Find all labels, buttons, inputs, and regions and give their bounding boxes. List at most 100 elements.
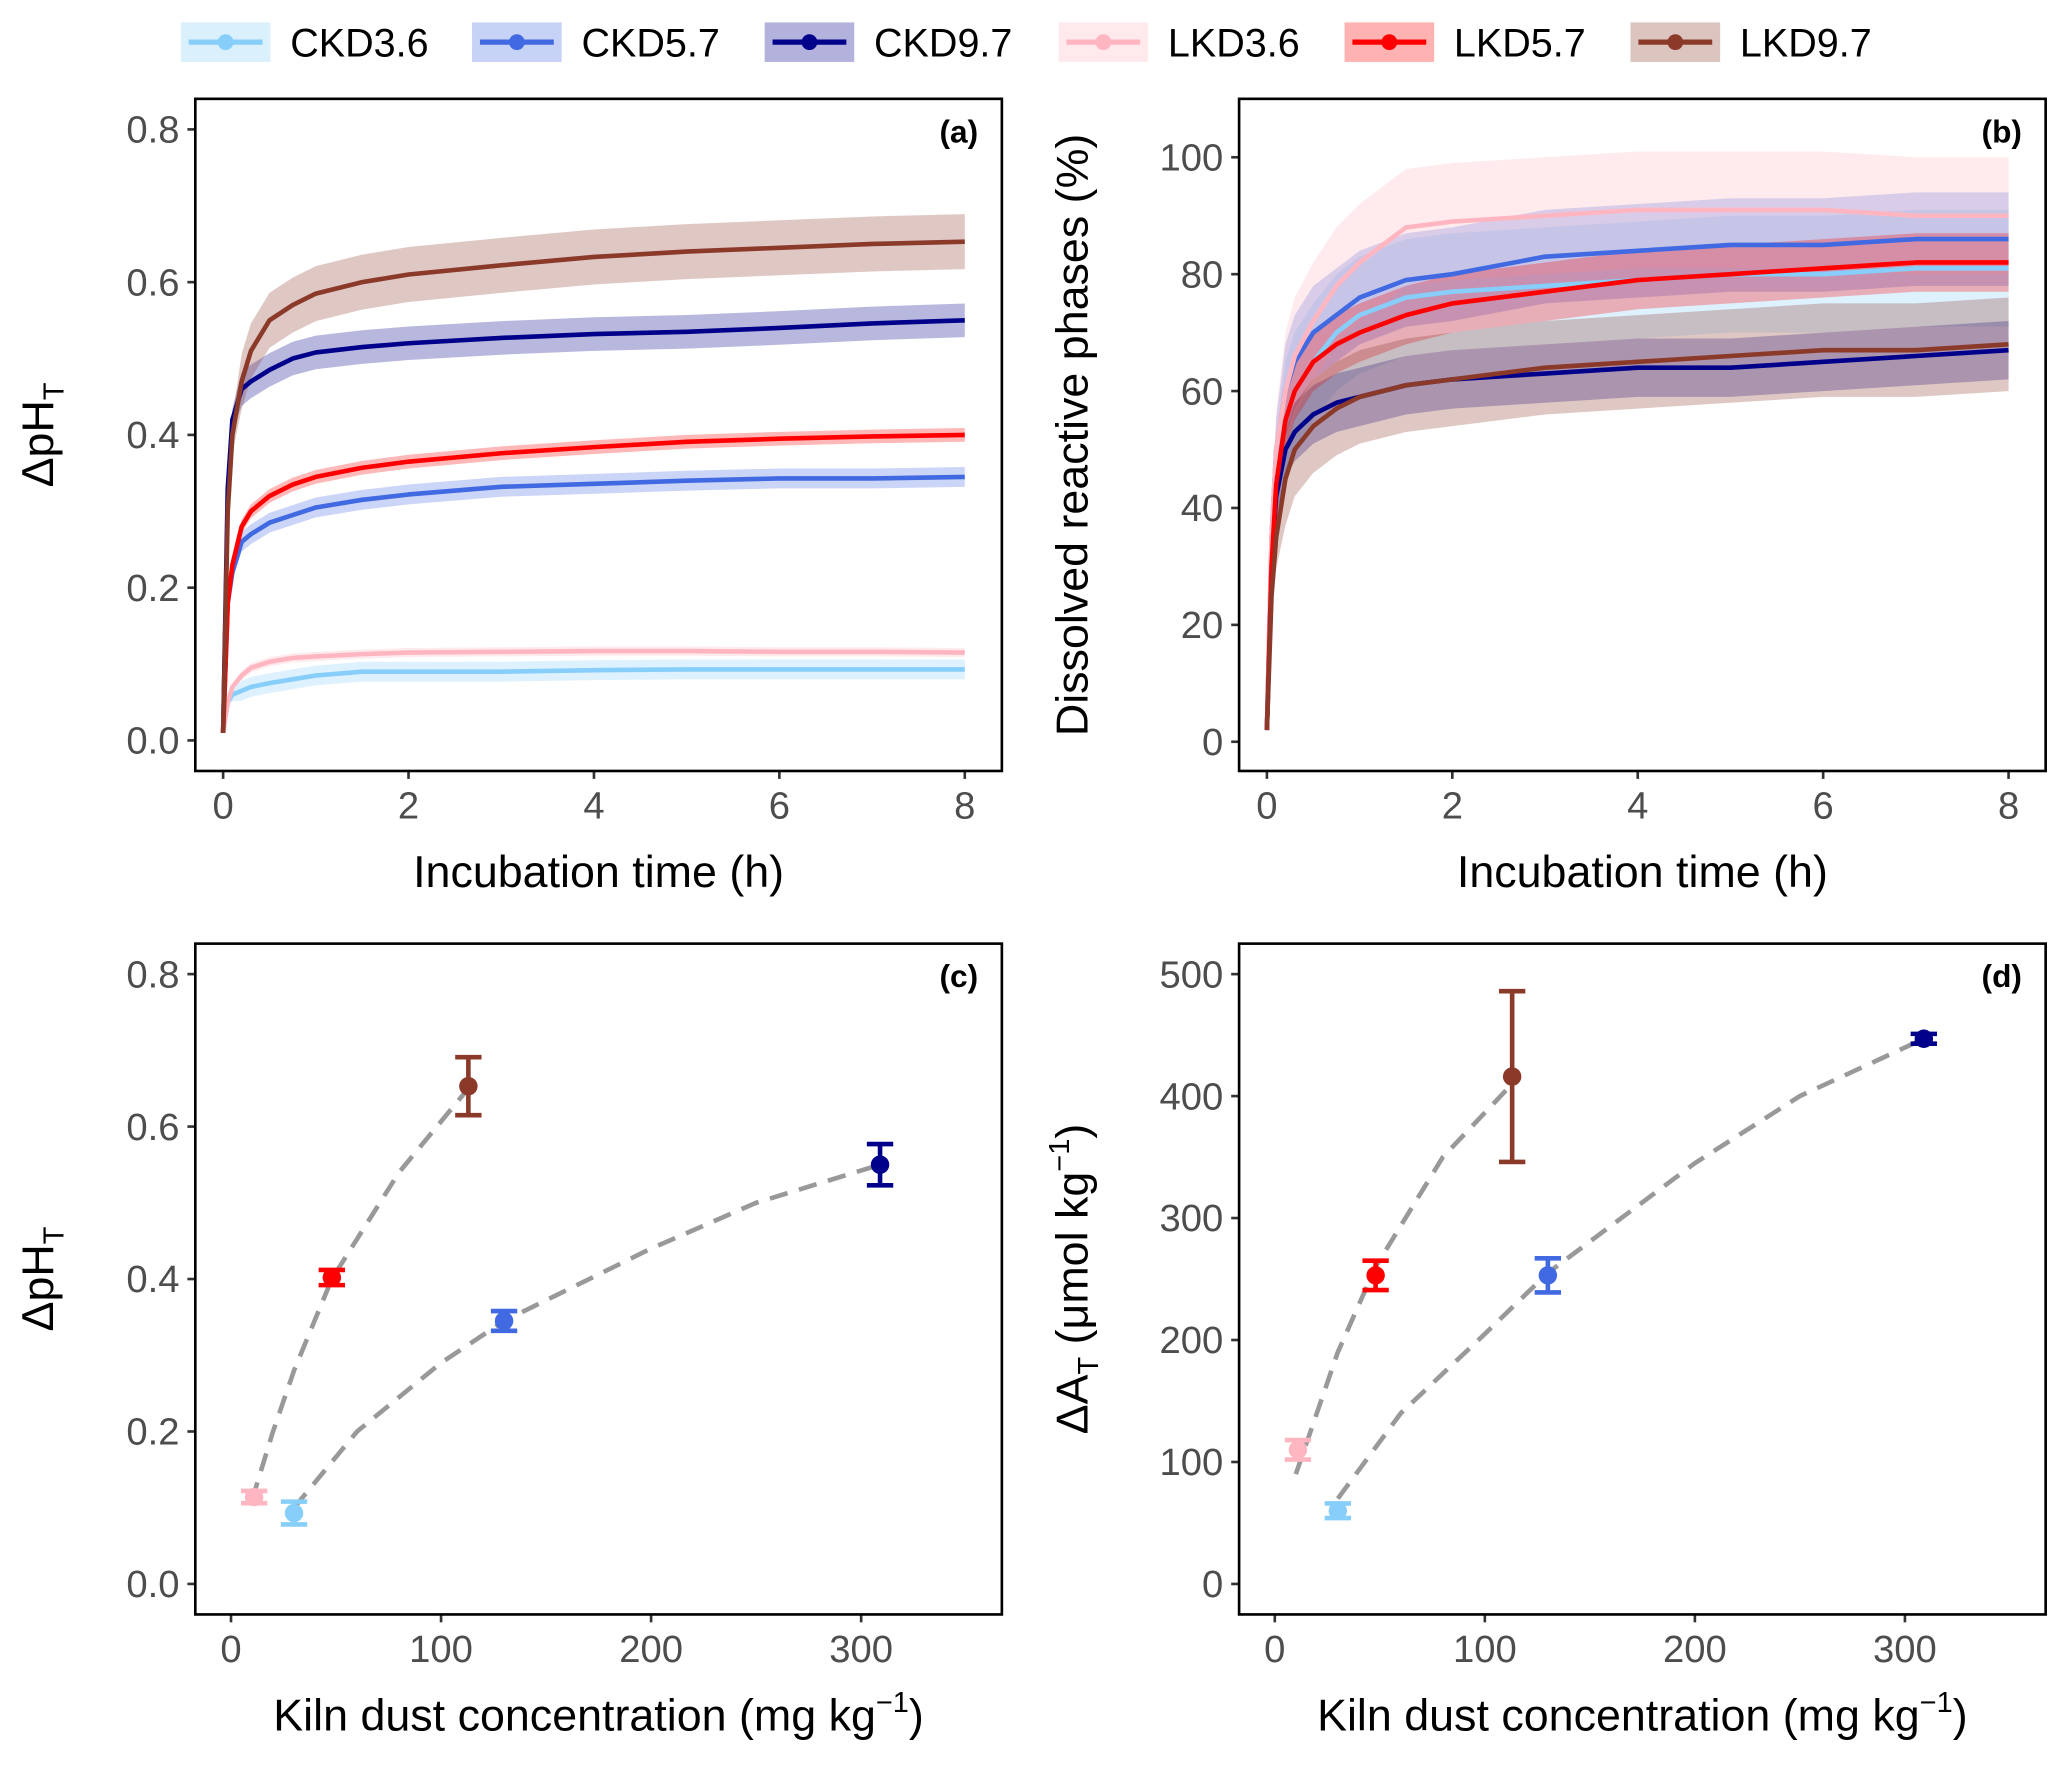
legend-item-lkd36: LKD3.6 bbox=[1058, 22, 1300, 66]
band-CKD9.7 bbox=[1266, 320, 2009, 731]
series-line-LKD5.7 bbox=[1264, 260, 2009, 731]
fit-line bbox=[249, 1086, 471, 1501]
y-title-sup: −1 bbox=[1044, 1139, 1076, 1172]
data-point-CKD5.7 bbox=[490, 1308, 518, 1334]
y-tick-label: 20 bbox=[1181, 604, 1224, 647]
x-tick-label: 0 bbox=[1264, 1628, 1285, 1671]
legend-key-dot bbox=[508, 34, 525, 51]
y-title-text: ΔA bbox=[1048, 1374, 1098, 1434]
y-title-tail: (μmol kg bbox=[1048, 1172, 1098, 1357]
legend-item-ckd97: CKD9.7 bbox=[764, 22, 1012, 66]
y-tick-label: 100 bbox=[1160, 1441, 1224, 1484]
series-line-CKD3.6 bbox=[220, 667, 965, 734]
x-tick-label: 300 bbox=[829, 1628, 893, 1671]
legend-label: LKD3.6 bbox=[1168, 22, 1300, 66]
band-LKD3.6 bbox=[223, 646, 965, 733]
panel-d: 0 100 200 300 400 500 0 100 200 300 (d) Kiln dust c… bbox=[1044, 942, 2047, 1740]
y-tick-label: 0.2 bbox=[126, 1411, 179, 1454]
y-tick-label: 0 bbox=[1202, 721, 1223, 764]
x-title-text: Incubation time (h) bbox=[1457, 847, 1828, 897]
x-title-text: Incubation time (h) bbox=[413, 847, 784, 897]
series-line-LKD5.7 bbox=[220, 432, 965, 733]
legend: CKD3.6 CKD5.7 CKD9.7 LKD3.6 LKD5.7 LKD9.7 bbox=[180, 22, 1872, 66]
panel-label: (c) bbox=[940, 958, 979, 994]
plot-border bbox=[1237, 942, 2047, 1616]
x-title-text: Kiln dust concentration (mg kg bbox=[273, 1690, 876, 1740]
plot-border bbox=[193, 942, 1004, 1616]
point-marker bbox=[244, 1487, 264, 1507]
x-tick-label: 6 bbox=[1813, 784, 1834, 827]
legend-item-lkd57: LKD5.7 bbox=[1344, 22, 1586, 66]
y-tick-label: 400 bbox=[1160, 1075, 1224, 1118]
y-title-close: ) bbox=[1048, 1124, 1098, 1139]
point-marker bbox=[1366, 1266, 1385, 1285]
point-marker bbox=[1288, 1440, 1308, 1460]
y-tick-label: 0.8 bbox=[126, 109, 179, 152]
band-CKD9.7 bbox=[223, 303, 965, 733]
x-tick-label: 100 bbox=[1453, 1628, 1517, 1671]
band-CKD5.7 bbox=[1266, 192, 2009, 731]
band-LKD9.7 bbox=[1266, 297, 2009, 731]
fit-line bbox=[1293, 1082, 1514, 1475]
legend-key-dot bbox=[1381, 34, 1398, 51]
point-marker bbox=[1502, 1067, 1522, 1086]
x-tick-label: 8 bbox=[1998, 784, 2019, 827]
panel-label: (d) bbox=[1982, 958, 2022, 994]
data-point-CKD3.6 bbox=[280, 1499, 308, 1527]
x-axis-title: Incubation time (h) bbox=[413, 847, 784, 897]
x-tick-label: 4 bbox=[1627, 784, 1648, 827]
series-line-LKD3.6 bbox=[1264, 207, 2009, 731]
legend-label: CKD5.7 bbox=[581, 22, 719, 66]
data-point-LKD3.6 bbox=[1284, 1437, 1312, 1462]
plot-area bbox=[240, 1054, 894, 1527]
legend-label: CKD9.7 bbox=[874, 22, 1012, 66]
y-tick-label: 0.4 bbox=[126, 1258, 179, 1301]
x-axis-title: Incubation time (h) bbox=[1457, 847, 1828, 897]
panel-label: (a) bbox=[940, 113, 979, 149]
panel-c: 0.0 0.2 0.4 0.6 0.8 0 100 200 300 (c) Kiln dust co… bbox=[13, 942, 1004, 1740]
y-axis-title: ΔpHT bbox=[13, 1226, 71, 1331]
band-CKD3.6 bbox=[1266, 209, 2009, 731]
series-line-LKD9.7 bbox=[1264, 342, 2009, 731]
data-point-LKD9.7 bbox=[455, 1054, 482, 1118]
legend-key-dot bbox=[801, 34, 818, 51]
y-tick-label: 40 bbox=[1181, 487, 1224, 530]
legend-key-dot bbox=[1095, 34, 1112, 51]
y-tick-label: 200 bbox=[1160, 1319, 1224, 1362]
y-tick-label: 0.0 bbox=[126, 720, 179, 763]
y-title-sub: T bbox=[39, 1226, 71, 1244]
point-marker bbox=[1328, 1501, 1348, 1520]
x-axis-title: Kiln dust concentration (mg kg−1) bbox=[1317, 1687, 1968, 1740]
y-tick-label: 0 bbox=[1202, 1563, 1223, 1606]
legend-item-lkd97: LKD9.7 bbox=[1630, 22, 1872, 66]
y-axis-title: Dissolved reactive phases (%) bbox=[1048, 134, 1098, 737]
legend-key-dot bbox=[217, 34, 234, 51]
band-CKD5.7 bbox=[223, 466, 965, 733]
legend-label: CKD3.6 bbox=[290, 22, 428, 66]
legend-label: LKD5.7 bbox=[1454, 22, 1586, 66]
band-LKD3.6 bbox=[1266, 151, 2009, 731]
y-title-text: ΔpH bbox=[13, 400, 63, 487]
y-title-sub: T bbox=[39, 382, 71, 400]
series-line-CKD5.7 bbox=[220, 474, 965, 733]
y-title-sub: T bbox=[1073, 1357, 1105, 1375]
y-title-text: ΔpH bbox=[13, 1244, 63, 1331]
x-title-sup: −1 bbox=[876, 1687, 909, 1719]
band-LKD5.7 bbox=[1266, 233, 2009, 731]
y-axis-title: ΔAT (μmol kg−1) bbox=[1044, 1124, 1105, 1435]
x-tick-label: 2 bbox=[398, 784, 419, 827]
fit-line bbox=[292, 1162, 881, 1510]
plot-area bbox=[1264, 151, 2009, 731]
series-line-LKD9.7 bbox=[220, 239, 965, 733]
x-tick-label: 0 bbox=[220, 1628, 241, 1671]
y-tick-label: 80 bbox=[1181, 253, 1224, 296]
series-line-LKD3.6 bbox=[220, 648, 965, 734]
x-tick-label: 4 bbox=[583, 784, 604, 827]
x-tick-label: 200 bbox=[619, 1628, 683, 1671]
y-tick-label: 300 bbox=[1160, 1197, 1224, 1240]
y-tick-label: 0.8 bbox=[126, 953, 179, 996]
plot-area bbox=[220, 214, 965, 734]
y-tick-label: 0.2 bbox=[126, 567, 179, 610]
x-tick-label: 6 bbox=[769, 784, 790, 827]
